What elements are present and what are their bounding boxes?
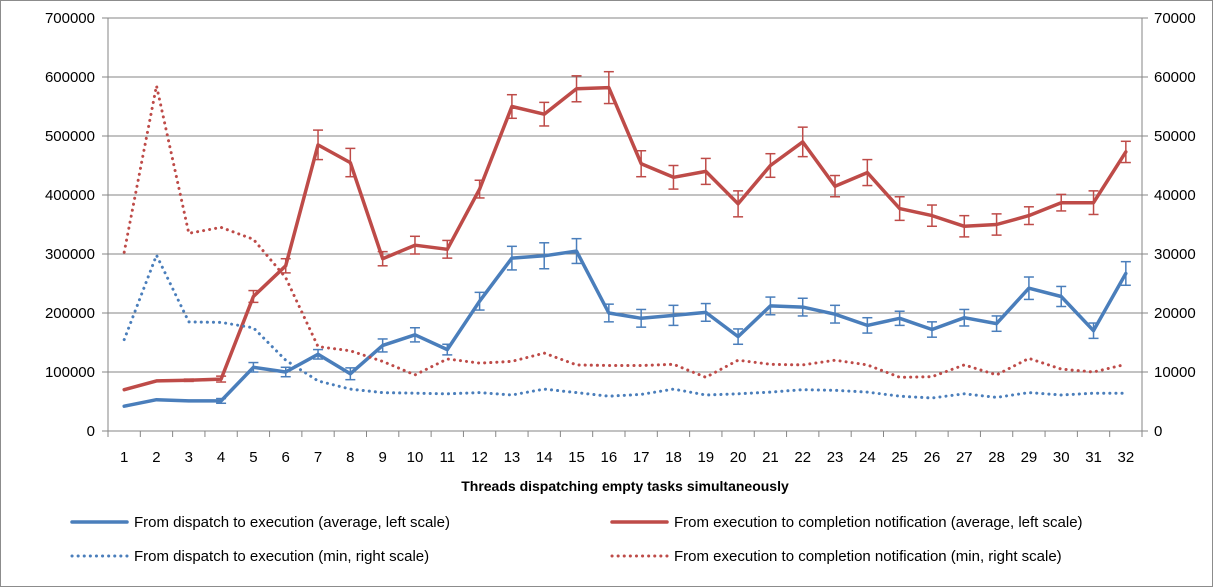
legend-label: From dispatch to execution (min, right s… xyxy=(134,548,429,565)
x-tick-label: 23 xyxy=(827,449,844,466)
x-axis-title: Threads dispatching empty tasks simultan… xyxy=(461,478,789,494)
legend-entry: From execution to completion notificatio… xyxy=(610,548,1062,565)
y-left-tick-label: 400000 xyxy=(45,187,95,204)
series-1 xyxy=(122,237,1131,408)
x-tick-label: 31 xyxy=(1085,449,1102,466)
y-right-tick-label: 50000 xyxy=(1154,128,1196,145)
y-right-tick-label: 30000 xyxy=(1154,246,1196,263)
y-left-tick-label: 600000 xyxy=(45,69,95,86)
x-tick-label: 13 xyxy=(504,449,521,466)
y-left-tick-label: 200000 xyxy=(45,305,95,322)
y-left-tick-label: 0 xyxy=(87,423,95,440)
x-tick-label: 20 xyxy=(730,449,747,466)
x-tick-label: 19 xyxy=(697,449,714,466)
x-tick-label: 7 xyxy=(314,449,322,466)
y-left-tick-label: 500000 xyxy=(45,128,95,145)
x-tick-label: 2 xyxy=(152,449,160,466)
x-tick-label: 9 xyxy=(378,449,386,466)
legend-label: From dispatch to execution (average, lef… xyxy=(134,514,450,531)
x-tick-label: 6 xyxy=(282,449,290,466)
x-tick-label: 32 xyxy=(1118,449,1135,466)
x-tick-label: 15 xyxy=(568,449,585,466)
legend-label: From execution to completion notificatio… xyxy=(674,548,1062,565)
x-tick-label: 1 xyxy=(120,449,128,466)
x-tick-label: 12 xyxy=(471,449,488,466)
series-layer xyxy=(122,70,1131,408)
x-tick-label: 29 xyxy=(1021,449,1038,466)
y-left-tick-label: 300000 xyxy=(45,246,95,263)
y-right-tick-label: 20000 xyxy=(1154,305,1196,322)
x-tick-label: 4 xyxy=(217,449,225,466)
legend-entry: From dispatch to execution (average, lef… xyxy=(70,514,450,531)
x-tick-label: 10 xyxy=(407,449,424,466)
series-line xyxy=(122,84,1128,379)
y-right-tick-label: 40000 xyxy=(1154,187,1196,204)
tick-labels: 0 0 100000 10000 200000 20000 300000 30000 40000… xyxy=(45,10,1196,466)
x-tick-label: 30 xyxy=(1053,449,1070,466)
x-tick-label: 3 xyxy=(185,449,193,466)
y-right-tick-label: 70000 xyxy=(1154,10,1196,27)
y-right-tick-label: 10000 xyxy=(1154,364,1196,381)
series-3 xyxy=(122,253,1128,400)
gridlines xyxy=(108,17,1142,373)
series-line xyxy=(122,85,1128,392)
x-tick-label: 27 xyxy=(956,449,973,466)
y-right-tick-label: 60000 xyxy=(1154,69,1196,86)
series-line xyxy=(122,249,1128,408)
y-right-tick-label: 0 xyxy=(1154,423,1162,440)
legend-label: From execution to completion notificatio… xyxy=(674,514,1083,531)
x-tick-label: 11 xyxy=(439,449,455,466)
y-left-tick-label: 700000 xyxy=(45,10,95,27)
x-tick-label: 25 xyxy=(891,449,908,466)
x-tick-label: 18 xyxy=(665,449,682,466)
series-2 xyxy=(122,70,1131,392)
x-tick-label: 28 xyxy=(988,449,1005,466)
x-tick-label: 17 xyxy=(633,449,650,466)
x-tick-label: 26 xyxy=(924,449,941,466)
legend: From dispatch to execution (average, lef… xyxy=(70,514,1083,565)
x-tick-label: 22 xyxy=(794,449,811,466)
x-tick-label: 24 xyxy=(859,449,876,466)
legend-entry: From dispatch to execution (min, right s… xyxy=(70,548,429,565)
x-tick-label: 8 xyxy=(346,449,354,466)
legend-entry: From execution to completion notificatio… xyxy=(610,514,1083,531)
x-tick-label: 14 xyxy=(536,449,553,466)
series-4 xyxy=(122,84,1128,379)
x-tick-label: 21 xyxy=(762,449,779,466)
x-tick-label: 5 xyxy=(249,449,257,466)
axes xyxy=(102,17,1148,437)
y-left-tick-label: 100000 xyxy=(45,364,95,381)
series-line xyxy=(122,253,1128,400)
x-tick-label: 16 xyxy=(601,449,618,466)
